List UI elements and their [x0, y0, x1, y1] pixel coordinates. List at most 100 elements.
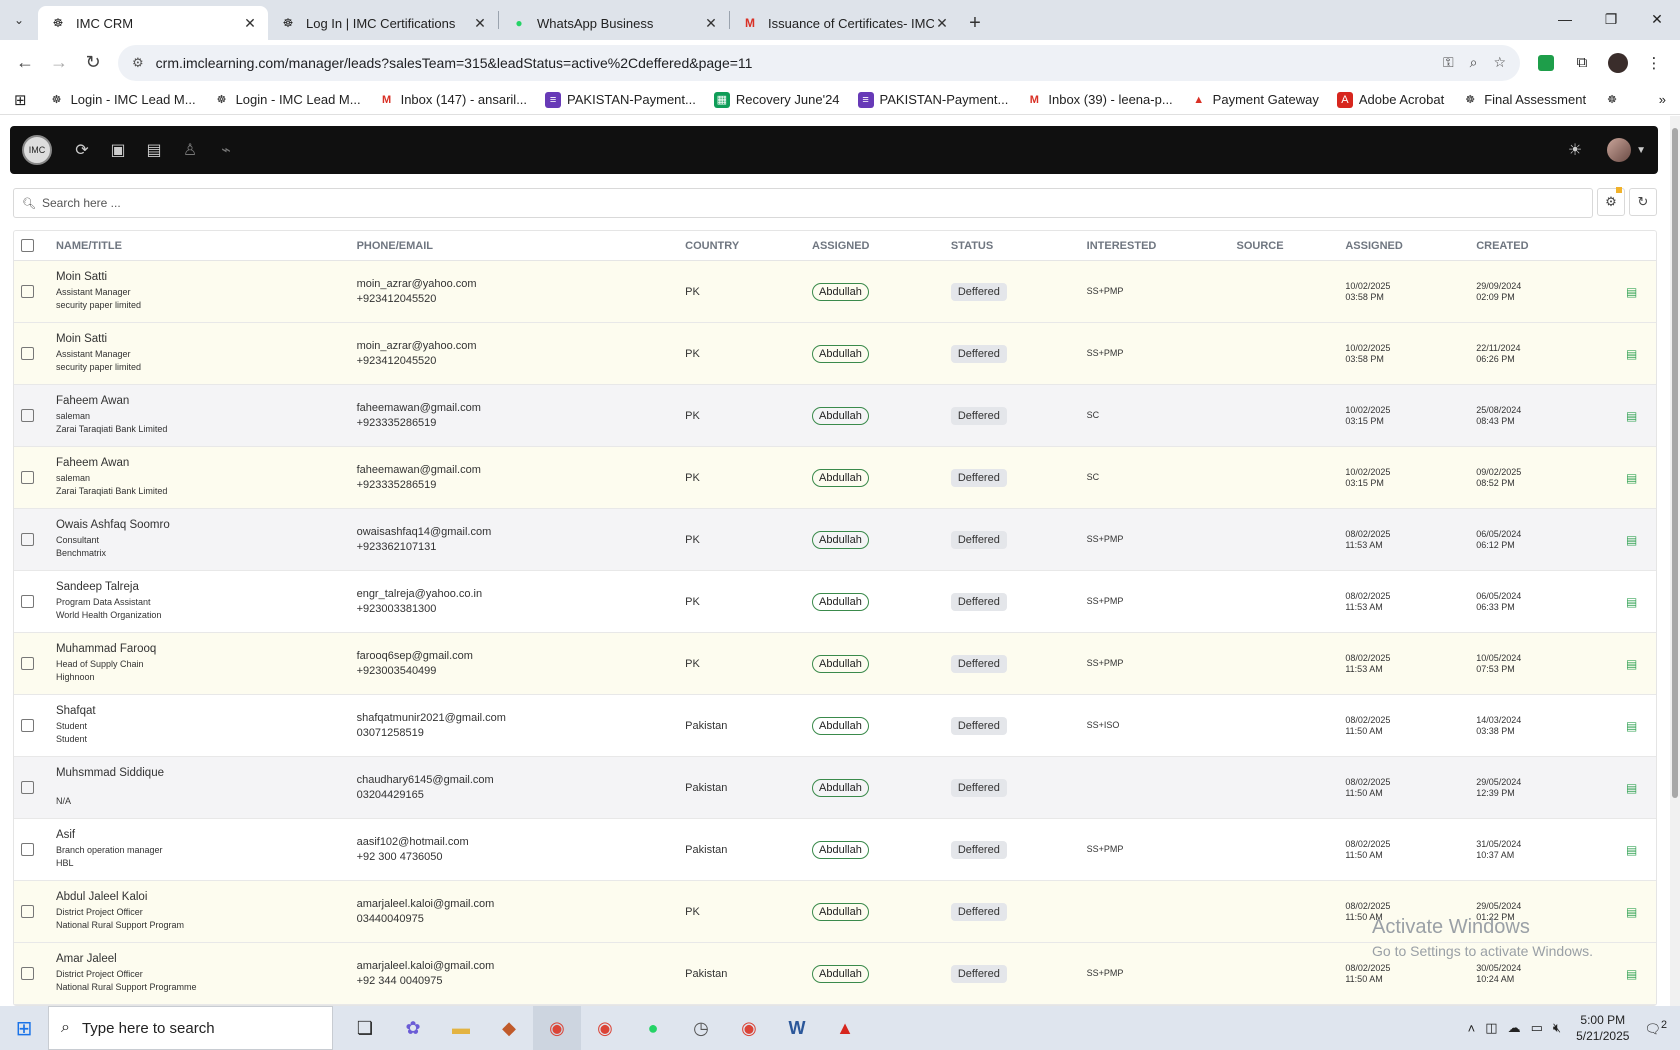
chrome-icon[interactable]: ◉ — [741, 1017, 757, 1038]
document-icon[interactable]: ▤ — [1626, 842, 1638, 857]
onedrive-cloud-icon[interactable]: ☁ — [1507, 1020, 1521, 1035]
bookmark-item[interactable]: ☸ Final Assessment — [1462, 92, 1586, 108]
row-checkbox[interactable] — [21, 347, 34, 360]
user-avatar[interactable] — [1607, 138, 1632, 162]
zoom-icon[interactable]: ⌕ — [1469, 54, 1478, 70]
select-all-checkbox[interactable] — [21, 239, 34, 252]
site-settings-icon[interactable]: ⚙ — [132, 54, 144, 70]
theme-sun-icon[interactable]: ☀ — [1567, 142, 1583, 159]
document-icon[interactable]: ▤ — [1626, 656, 1638, 671]
sync-icon[interactable]: ⟳ — [75, 142, 89, 159]
calendar-icon[interactable]: ▣ — [110, 142, 126, 159]
scrollbar-thumb[interactable] — [1672, 128, 1678, 798]
document-icon[interactable]: ▤ — [1626, 408, 1638, 423]
bookmark-item[interactable]: M Inbox (147) - ansaril... — [379, 92, 527, 108]
column-header[interactable]: ASSIGNED — [812, 239, 870, 252]
lead-name[interactable]: Muhsmmad Siddique — [55, 766, 164, 779]
bookmark-item[interactable]: M Inbox (39) - leena-p... — [1026, 92, 1173, 108]
address-bar[interactable]: ⚙ crm.imclearning.com/manager/leads?sale… — [118, 44, 1520, 81]
url-text[interactable]: crm.imclearning.com/manager/leads?salesT… — [155, 54, 753, 71]
lead-name[interactable]: Abdul Jaleel Kaloi — [55, 890, 148, 903]
refresh-button[interactable]: ↻ — [1629, 188, 1657, 216]
page-scrollbar[interactable] — [1670, 116, 1680, 1006]
bookmark-item[interactable]: ≡ PAKISTAN-Payment... — [545, 91, 696, 108]
user-icon[interactable]: ♙ — [182, 142, 198, 159]
lead-name[interactable]: Muhammad Farooq — [55, 642, 157, 655]
bookmark-item[interactable]: ▦ Recovery June'24 — [713, 91, 840, 108]
bookmark-item[interactable]: ☸ Login - IMC Lead M... — [214, 92, 361, 108]
close-icon[interactable]: ✕ — [244, 14, 256, 31]
tab-whatsapp[interactable]: ● WhatsApp Business ✕ — [499, 6, 729, 40]
lead-name[interactable]: Faheem Awan — [55, 394, 130, 407]
imc-logo[interactable]: IMC — [22, 135, 52, 165]
lead-name[interactable]: Moin Satti — [55, 332, 108, 345]
adobe-acrobat-icon[interactable]: ▲ — [836, 1017, 854, 1038]
volume-muted-icon[interactable]: 🔇︎ — [1552, 1020, 1562, 1035]
table-row[interactable]: Shafqat Student Student shafqatmunir2021… — [14, 695, 1656, 757]
row-checkbox[interactable] — [21, 967, 34, 980]
bookmark-star-icon[interactable]: ☆ — [1493, 54, 1506, 70]
app-icon[interactable]: ◷ — [693, 1017, 709, 1038]
bookmark-item[interactable]: ▲ Payment Gateway — [1191, 92, 1319, 108]
table-row[interactable]: Faheem Awan saleman Zarai Taraqiati Bank… — [14, 385, 1656, 447]
app-icon[interactable]: ◆ — [502, 1017, 516, 1038]
whatsapp-icon[interactable]: ● — [647, 1017, 659, 1038]
row-checkbox[interactable] — [21, 719, 34, 732]
document-icon[interactable]: ▤ — [1626, 966, 1638, 981]
profile-avatar-icon[interactable] — [1600, 46, 1636, 80]
task-view-icon[interactable]: ❏ — [356, 1017, 374, 1038]
network-icon[interactable]: ▭ — [1530, 1020, 1543, 1035]
row-checkbox[interactable] — [21, 657, 34, 670]
tab-imc-certifications[interactable]: ☸ Log In | IMC Certifications ✕ — [268, 6, 498, 40]
row-checkbox[interactable] — [21, 533, 34, 546]
document-icon[interactable]: ▤ — [1626, 780, 1638, 795]
column-header[interactable]: ASSIGNED — [1345, 239, 1403, 252]
chrome-icon[interactable]: ◉ — [597, 1017, 613, 1038]
taskbar-search-input[interactable]: ⌕ Type here to search — [48, 1006, 333, 1050]
document-icon[interactable]: ▤ — [1626, 904, 1638, 919]
table-row[interactable]: Muhammad Farooq Head of Supply Chain Hig… — [14, 633, 1656, 695]
document-icon[interactable]: ▤ — [1626, 718, 1638, 733]
lead-name[interactable]: Sandeep Talreja — [55, 580, 139, 593]
column-header[interactable]: PHONE/EMAIL — [356, 239, 433, 252]
document-icon[interactable]: ▤ — [1626, 532, 1638, 547]
minimize-icon[interactable]: — — [1558, 11, 1572, 27]
new-tab-plus-icon[interactable]: + — [969, 11, 981, 34]
row-checkbox[interactable] — [21, 595, 34, 608]
column-header[interactable]: COUNTRY — [685, 239, 740, 252]
row-checkbox[interactable] — [21, 905, 34, 918]
column-header[interactable]: SOURCE — [1236, 239, 1284, 252]
forward-arrow-icon[interactable]: → — [50, 52, 68, 72]
file-explorer-icon[interactable]: ▬ — [452, 1017, 470, 1038]
word-icon[interactable]: W — [788, 1017, 806, 1038]
notification-icon[interactable]: 🗨︎2 — [1644, 1018, 1667, 1037]
close-icon[interactable]: ✕ — [936, 14, 948, 31]
chrome-menu-icon[interactable]: ⋮ — [1646, 54, 1662, 72]
bookmark-item[interactable]: ☸ Login - IMC Lead M... — [49, 92, 196, 108]
activity-icon[interactable]: ⌁ — [221, 142, 231, 159]
lead-name[interactable]: Amar Jaleel — [55, 952, 117, 965]
lead-name[interactable]: Shafqat — [55, 704, 96, 717]
row-checkbox[interactable] — [21, 843, 34, 856]
row-checkbox[interactable] — [21, 285, 34, 298]
apps-grid-icon[interactable]: ⊞ — [14, 91, 27, 109]
bookmark-item[interactable]: ☸ — [1604, 92, 1626, 108]
more-bookmarks-icon[interactable]: » — [1658, 92, 1666, 107]
tab-search-chevron-icon[interactable]: ⌄ — [13, 13, 25, 27]
document-icon[interactable]: ▤ — [1626, 346, 1638, 361]
tab-imc-crm[interactable]: ☸ IMC CRM ✕ — [38, 6, 268, 40]
table-row[interactable]: Muhsmmad Siddique N/A chaudhary6145@gmai… — [14, 757, 1656, 819]
lead-name[interactable]: Moin Satti — [55, 270, 108, 283]
table-row[interactable]: Amar Jaleel District Project Officer Nat… — [14, 943, 1656, 1005]
meet-now-icon[interactable]: ◫ — [1485, 1020, 1498, 1035]
close-icon[interactable]: ✕ — [474, 14, 486, 31]
tab-gmail[interactable]: M Issuance of Certificates- IMC Ce ✕ — [730, 6, 960, 40]
document-icon[interactable]: ▤ — [1626, 470, 1638, 485]
document-icon[interactable]: ▤ — [1626, 284, 1638, 299]
back-arrow-icon[interactable]: ← — [16, 52, 34, 72]
column-header[interactable]: INTERESTED — [1086, 239, 1157, 252]
row-checkbox[interactable] — [21, 471, 34, 484]
table-row[interactable]: Sandeep Talreja Program Data Assistant W… — [14, 571, 1656, 633]
taskbar-clock[interactable]: 5:00 PM 5/21/2025 — [1576, 1012, 1629, 1044]
search-input[interactable]: 🔍︎ Search here ... — [13, 188, 1593, 218]
